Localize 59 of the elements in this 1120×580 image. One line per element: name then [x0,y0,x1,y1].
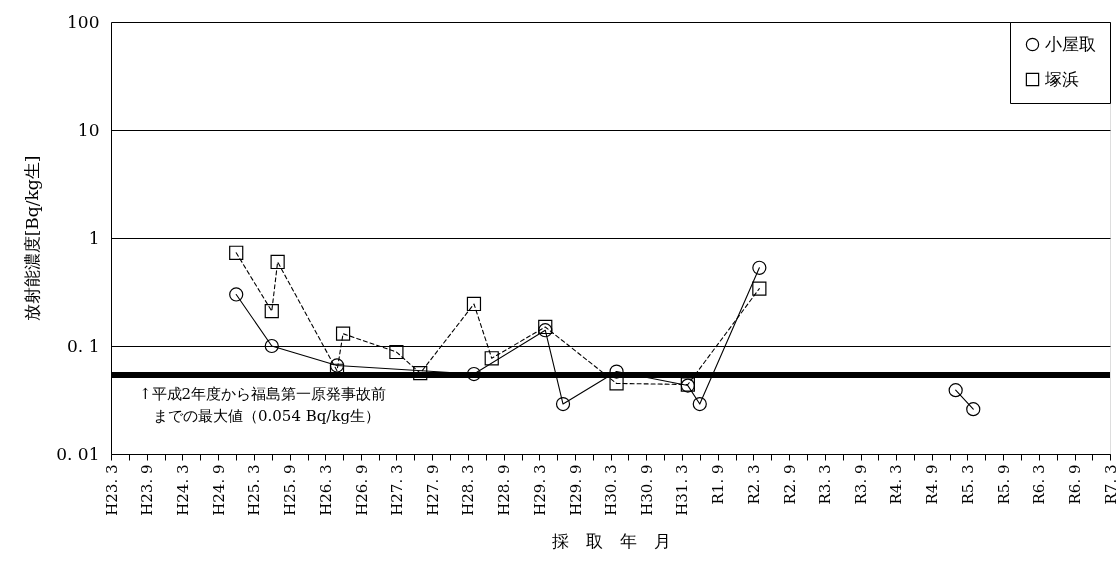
point [264,304,279,319]
x-tick-label: R4. 3 [887,464,906,505]
x-tick-label: R1. 9 [709,464,728,505]
legend-label: 塚浜 [1044,68,1079,89]
point [229,245,244,260]
x-tick-label: H25. 3 [245,464,264,516]
x-tick-label: H29. 3 [530,464,549,516]
x-tick-label: H27. 9 [423,464,442,516]
x-tick-label: H30. 3 [602,464,620,516]
x-tick-label: R6. 9 [1066,464,1085,505]
point [413,366,428,381]
y-tick-label: 100 [67,11,100,32]
x-tick-label: R4. 9 [923,464,942,505]
x-tick-label: H28. 9 [495,464,514,516]
point [692,396,707,412]
point [966,402,981,417]
point [752,260,767,275]
point [538,323,553,338]
point [752,281,767,296]
x-tick-label: H23. 9 [138,464,157,516]
point [270,254,285,270]
x-tick-label: H31. 3 [673,464,692,516]
point [389,344,404,360]
y-tick-label: 0. 1 [67,335,100,356]
x-tick-label: H25. 9 [281,464,300,516]
x-tick-label: H24. 9 [209,464,228,516]
x-tick-label: R7. 3 [1101,464,1120,505]
x-tick-label: R5. 9 [994,464,1013,505]
point [555,396,571,412]
x-tick-label: R3. 3 [816,464,835,505]
point [329,358,345,373]
x-tick-label: R3. 9 [852,464,871,505]
x-tick-label: R2. 9 [780,464,799,505]
x-tick-label: H24. 3 [174,464,192,516]
x-tick-label: H26. 9 [352,464,371,516]
x-tick-label: H23. 3 [102,464,121,516]
point [484,351,499,366]
point [229,287,244,302]
y-tick-label: 10 [77,119,100,140]
x-tick-label: H27. 3 [387,464,406,516]
x-tick-label: H26. 3 [316,464,335,516]
x-axis-title: 採 取 年 月 [551,530,671,551]
point [609,376,624,391]
x-tick-label: R2. 3 [744,464,763,505]
y-tick-label: 0. 01 [56,443,100,464]
point [335,326,351,341]
point [948,383,963,398]
point [538,319,553,335]
point [466,296,482,312]
x-tick-label: H30. 9 [637,464,656,516]
x-tick-label: R5. 3 [958,464,977,505]
ref-line-label: ↑平成2年度から福島第一原発事故前までの最大値（0.054 Bq/kg生） [139,384,387,425]
point [264,338,279,354]
x-tick-label: R6. 3 [1030,464,1049,505]
x-tick-label: H29. 9 [566,464,585,516]
x-tick-label: H28. 3 [459,464,478,516]
y-axis-title: 放射能濃度[Bq/kg生] [22,155,43,322]
y-tick-label: 1 [88,227,100,248]
legend-label: 小屋取 [1045,33,1096,54]
